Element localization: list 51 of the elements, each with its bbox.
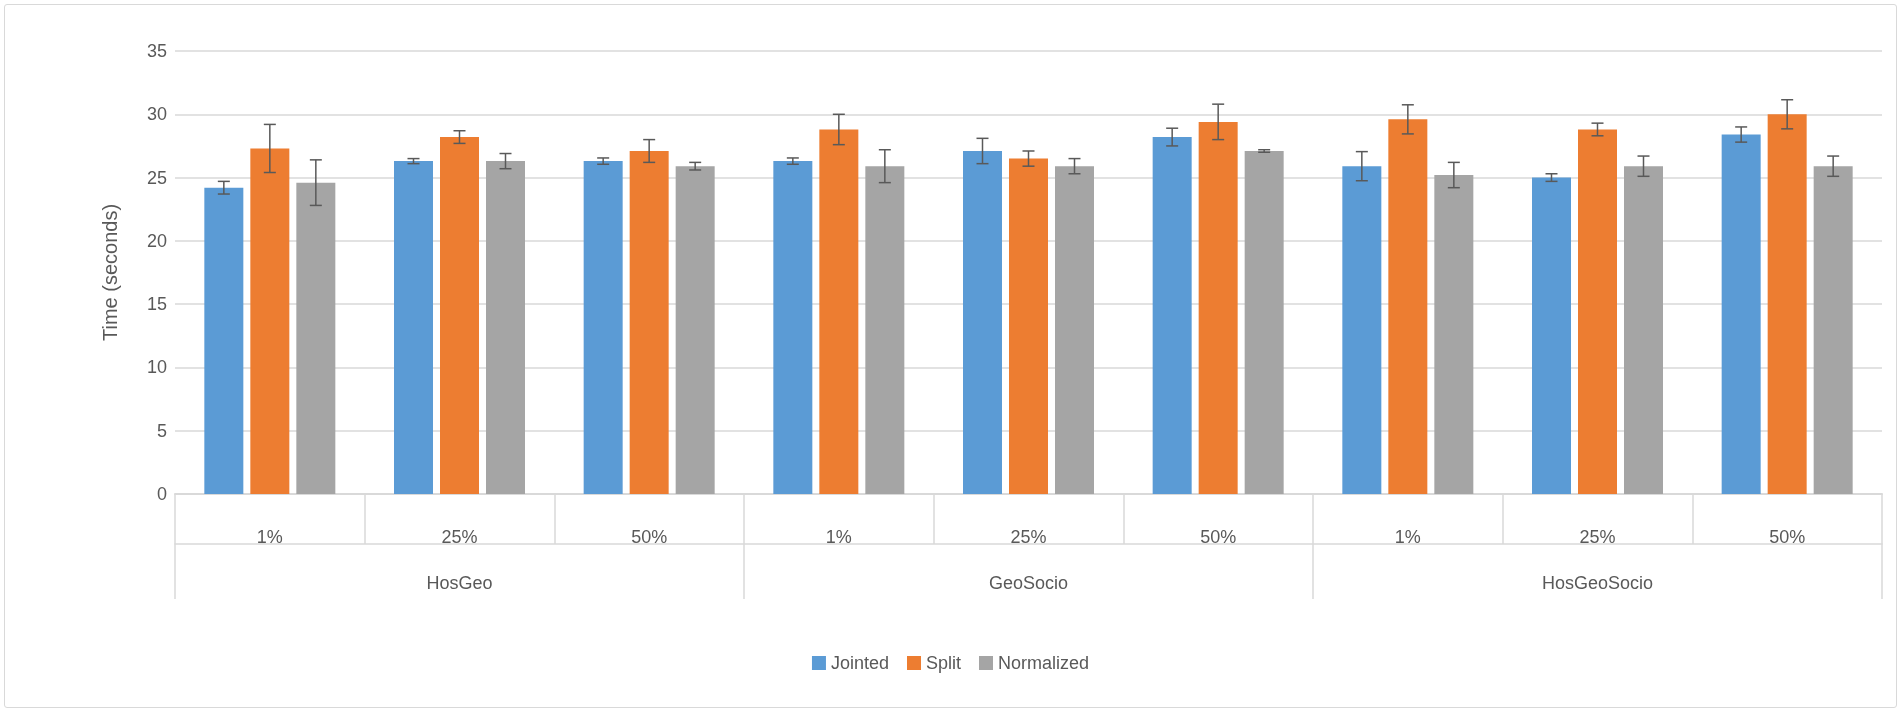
bar — [1578, 129, 1617, 494]
bar — [1624, 166, 1663, 494]
y-tick-label: 25 — [146, 167, 167, 188]
text: GeoSocio — [988, 573, 1069, 593]
x-tick-label: 50% — [631, 527, 668, 547]
x-tick-label: 1% — [1394, 527, 1421, 547]
x-tick-label: 50% — [1200, 527, 1237, 547]
bar — [250, 148, 290, 494]
bar — [819, 129, 859, 494]
y-tick-label: 0 — [156, 484, 167, 504]
y-tick-label: 35 — [146, 41, 167, 61]
x-tick-label: 50% — [1769, 527, 1806, 547]
y-tick-label: 15 — [146, 294, 167, 315]
legend-label: Normalized — [998, 653, 1090, 673]
bar — [583, 161, 623, 494]
bar — [204, 187, 244, 494]
bar — [963, 150, 1002, 494]
bar — [1009, 158, 1048, 494]
bar — [1767, 114, 1807, 494]
bar — [1342, 166, 1382, 494]
legend-label: Split — [926, 653, 962, 673]
bar — [486, 161, 525, 494]
y-tick-label: 30 — [146, 104, 167, 125]
bar — [1198, 121, 1238, 494]
y-axis-title: Time (seconds) — [99, 203, 121, 342]
bar — [865, 166, 905, 494]
x-tick-label: 1% — [256, 527, 283, 547]
bar — [1813, 166, 1853, 494]
bar — [1152, 137, 1192, 494]
bar — [296, 182, 336, 494]
y-tick-label: 5 — [156, 420, 167, 441]
bar — [1055, 166, 1094, 494]
x-tick-label: 25% — [1010, 527, 1047, 547]
bar — [629, 150, 669, 494]
legend-label: Jointed — [830, 653, 889, 673]
bar — [675, 166, 715, 494]
bar — [1388, 119, 1428, 494]
text: HosGeo — [426, 573, 493, 593]
text: HosGeoSocio — [1541, 573, 1654, 593]
x-tick-label: 25% — [441, 527, 478, 547]
bar — [1721, 134, 1761, 494]
bar — [1532, 177, 1571, 494]
y-tick-label: 10 — [146, 357, 167, 378]
y-tick-label: 20 — [146, 230, 167, 251]
bar — [1244, 150, 1284, 494]
bar — [1434, 175, 1474, 494]
bar — [773, 161, 813, 494]
x-tick-label: 1% — [825, 527, 852, 547]
x-tick-label: 25% — [1579, 527, 1616, 547]
bar — [394, 161, 433, 494]
bar — [440, 137, 479, 494]
